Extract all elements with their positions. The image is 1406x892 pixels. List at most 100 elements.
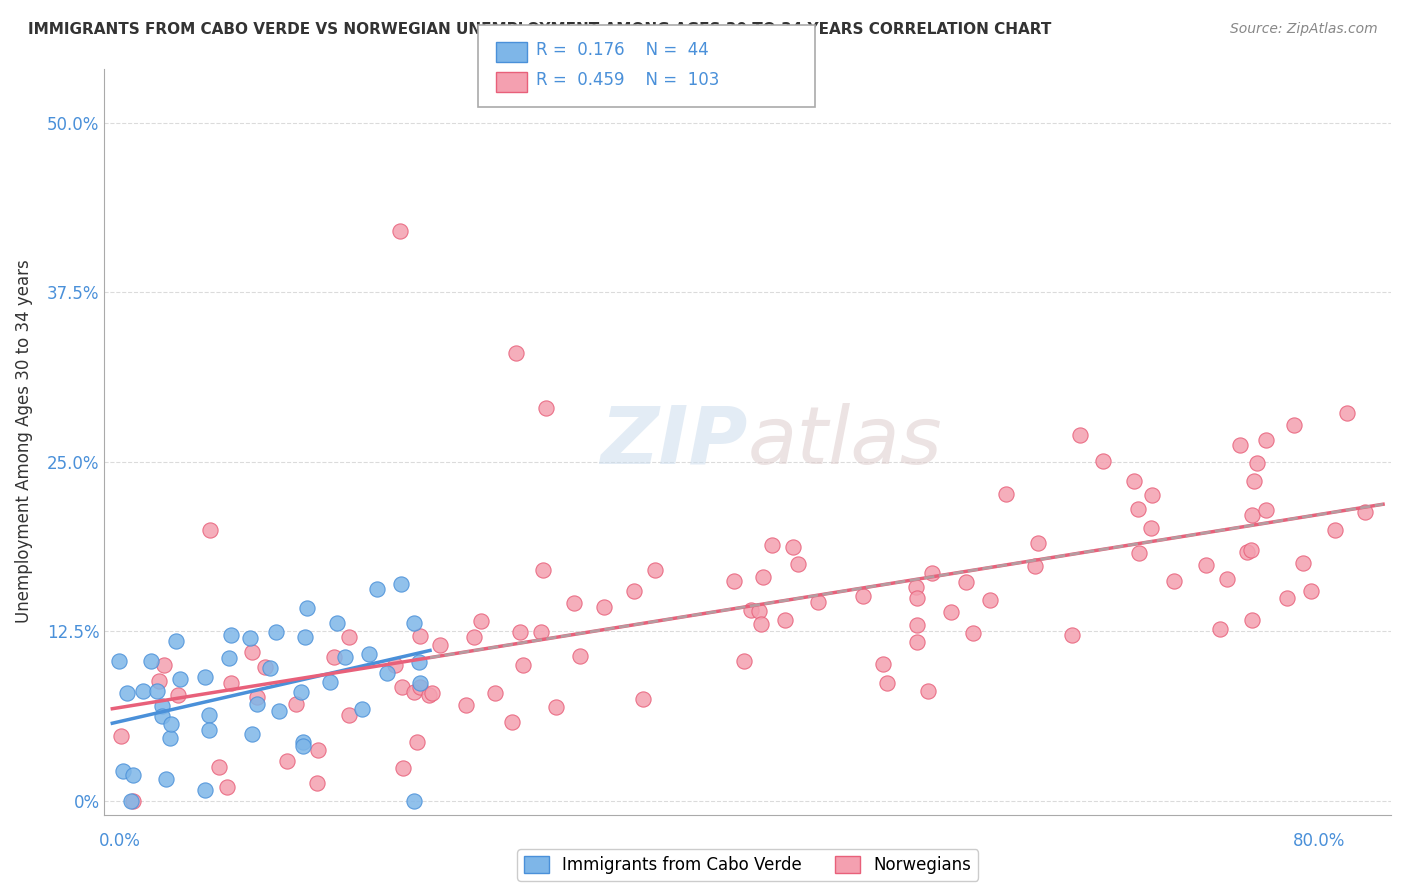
- Point: [389, 224, 412, 238]
- Point: [1254, 502, 1277, 516]
- Point: [337, 708, 360, 723]
- Point: [505, 346, 527, 360]
- Point: [366, 582, 388, 596]
- Point: [108, 654, 131, 668]
- Point: [276, 754, 298, 768]
- Point: [905, 591, 928, 605]
- Point: [1336, 406, 1358, 420]
- Point: [775, 613, 797, 627]
- Point: [153, 658, 176, 673]
- Point: [1241, 613, 1264, 627]
- Point: [1026, 536, 1049, 550]
- Point: [112, 764, 135, 778]
- Text: 80.0%: 80.0%: [1292, 831, 1346, 849]
- Legend: Immigrants from Cabo Verde, Norwegians: Immigrants from Cabo Verde, Norwegians: [517, 849, 979, 880]
- Point: [1291, 556, 1313, 570]
- Point: [955, 574, 977, 589]
- Point: [408, 655, 430, 669]
- Point: [512, 657, 534, 672]
- Point: [782, 540, 804, 554]
- Point: [1324, 523, 1347, 537]
- Point: [1282, 417, 1305, 432]
- Point: [159, 731, 181, 745]
- Point: [994, 487, 1017, 501]
- Point: [1216, 572, 1239, 586]
- Point: [405, 735, 427, 749]
- Point: [166, 688, 188, 702]
- Point: [218, 651, 240, 665]
- Point: [246, 698, 269, 712]
- Point: [291, 735, 314, 749]
- Point: [198, 723, 221, 738]
- Point: [221, 628, 243, 642]
- Point: [391, 680, 413, 694]
- Point: [409, 680, 432, 694]
- Point: [384, 657, 406, 672]
- Point: [169, 672, 191, 686]
- Point: [259, 661, 281, 675]
- Point: [592, 600, 614, 615]
- Point: [322, 650, 344, 665]
- Point: [623, 583, 645, 598]
- Point: [1299, 584, 1322, 599]
- Point: [1229, 438, 1251, 452]
- Point: [145, 684, 167, 698]
- Point: [120, 794, 142, 808]
- Point: [215, 780, 238, 794]
- Point: [1128, 546, 1150, 560]
- Point: [404, 685, 426, 699]
- Text: Source: ZipAtlas.com: Source: ZipAtlas.com: [1230, 22, 1378, 37]
- Point: [155, 772, 177, 787]
- Point: [122, 794, 145, 808]
- Point: [501, 714, 523, 729]
- Point: [786, 558, 808, 572]
- Point: [326, 615, 349, 630]
- Point: [564, 596, 586, 610]
- Point: [905, 635, 928, 649]
- Point: [285, 697, 308, 711]
- Point: [1195, 558, 1218, 573]
- Point: [1256, 434, 1278, 448]
- Point: [139, 654, 162, 668]
- Point: [534, 401, 557, 415]
- Point: [150, 698, 173, 713]
- Text: ZIP: ZIP: [600, 402, 748, 481]
- Point: [979, 593, 1001, 607]
- Point: [1062, 628, 1084, 642]
- Point: [1277, 591, 1299, 605]
- Point: [917, 683, 939, 698]
- Point: [1128, 502, 1150, 516]
- Text: atlas: atlas: [748, 402, 942, 481]
- Point: [761, 538, 783, 552]
- Point: [876, 675, 898, 690]
- Point: [198, 523, 221, 537]
- Point: [1246, 456, 1268, 470]
- Point: [1024, 559, 1046, 574]
- Text: R =  0.459    N =  103: R = 0.459 N = 103: [536, 71, 718, 89]
- Point: [420, 686, 443, 700]
- Point: [544, 700, 567, 714]
- Point: [1240, 543, 1263, 558]
- Point: [122, 768, 145, 782]
- Text: IMMIGRANTS FROM CABO VERDE VS NORWEGIAN UNEMPLOYMENT AMONG AGES 30 TO 34 YEARS C: IMMIGRANTS FROM CABO VERDE VS NORWEGIAN …: [28, 22, 1052, 37]
- Point: [531, 563, 554, 577]
- Point: [872, 657, 894, 672]
- Point: [484, 686, 506, 700]
- Point: [418, 688, 440, 702]
- Point: [333, 649, 356, 664]
- Point: [240, 645, 263, 659]
- Point: [1241, 508, 1264, 523]
- Point: [240, 726, 263, 740]
- Point: [159, 716, 181, 731]
- Point: [1163, 574, 1185, 589]
- Point: [408, 629, 430, 643]
- Point: [350, 702, 373, 716]
- Text: 0.0%: 0.0%: [98, 831, 141, 849]
- Point: [921, 566, 943, 581]
- Point: [852, 589, 875, 603]
- Point: [1140, 487, 1163, 501]
- Point: [631, 692, 654, 706]
- Point: [132, 684, 155, 698]
- Point: [644, 563, 666, 577]
- Point: [723, 574, 745, 588]
